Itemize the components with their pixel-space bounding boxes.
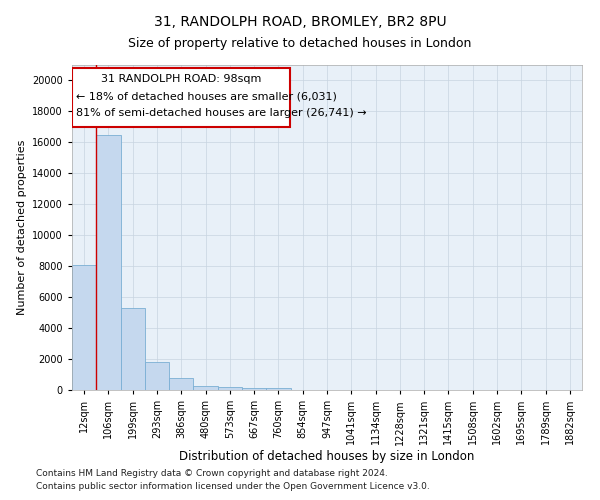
Text: 31 RANDOLPH ROAD: 98sqm: 31 RANDOLPH ROAD: 98sqm <box>101 74 262 85</box>
Bar <box>145 362 169 390</box>
Y-axis label: Number of detached properties: Number of detached properties <box>17 140 26 315</box>
Text: Contains HM Land Registry data © Crown copyright and database right 2024.: Contains HM Land Registry data © Crown c… <box>36 468 388 477</box>
Bar <box>169 378 193 390</box>
Text: ← 18% of detached houses are smaller (6,031): ← 18% of detached houses are smaller (6,… <box>76 91 337 101</box>
Bar <box>218 388 242 390</box>
Bar <box>242 388 266 390</box>
Text: 81% of semi-detached houses are larger (26,741) →: 81% of semi-detached houses are larger (… <box>76 108 367 118</box>
Text: Contains public sector information licensed under the Open Government Licence v3: Contains public sector information licen… <box>36 482 430 491</box>
Text: Size of property relative to detached houses in London: Size of property relative to detached ho… <box>128 38 472 51</box>
Bar <box>193 386 218 390</box>
Text: 31, RANDOLPH ROAD, BROMLEY, BR2 8PU: 31, RANDOLPH ROAD, BROMLEY, BR2 8PU <box>154 15 446 29</box>
Bar <box>121 308 145 390</box>
X-axis label: Distribution of detached houses by size in London: Distribution of detached houses by size … <box>179 450 475 463</box>
Bar <box>266 388 290 390</box>
Bar <box>73 68 290 127</box>
Bar <box>72 264 96 390</box>
Bar <box>96 134 121 390</box>
